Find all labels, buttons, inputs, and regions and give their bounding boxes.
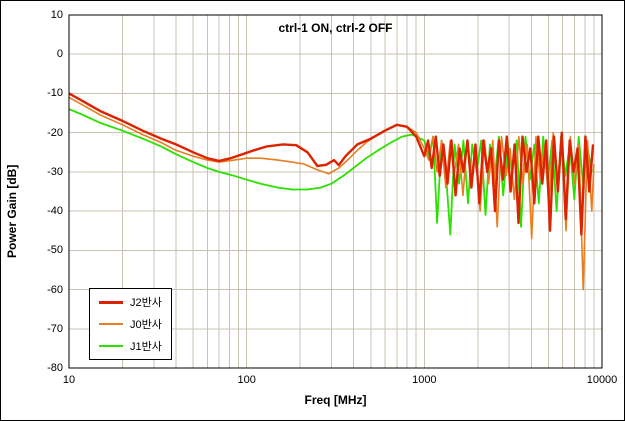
legend-line-swatch xyxy=(99,323,123,325)
x-tick-label: 1000 xyxy=(412,374,437,386)
legend-label: J2반사 xyxy=(130,297,162,309)
y-tick-label: 0 xyxy=(56,48,63,61)
y-tick-label: -30 xyxy=(47,165,63,178)
series-line xyxy=(68,92,595,236)
y-tick-label: -60 xyxy=(47,283,63,296)
x-tick-label: 100 xyxy=(237,374,256,386)
legend-item: J0반사 xyxy=(99,316,162,332)
x-tick-label: 10 xyxy=(62,374,76,386)
legend-item: J2반사 xyxy=(99,294,162,310)
y-tick-label: 10 xyxy=(50,9,63,21)
y-tick-label: -20 xyxy=(47,126,63,139)
y-tick-label: -10 xyxy=(47,87,63,100)
legend-line-swatch xyxy=(99,345,123,347)
x-axis-title: Freq [MHz] xyxy=(304,393,367,407)
chart-title: ctrl-1 ON, ctrl-2 OFF xyxy=(278,21,393,35)
legend-label: J0반사 xyxy=(130,319,162,331)
legend-line-swatch xyxy=(99,300,123,304)
legend: J2반사 J0반사 J1반사 xyxy=(89,288,172,360)
y-tick-label: -70 xyxy=(47,322,63,335)
y-tick-label: -80 xyxy=(47,362,63,374)
legend-label: J1반사 xyxy=(130,341,162,353)
x-tick-label: 10000 xyxy=(586,374,618,386)
y-tick-label: -50 xyxy=(47,244,63,257)
legend-item: J1반사 xyxy=(99,338,162,354)
y-tick-label: -40 xyxy=(47,205,63,218)
